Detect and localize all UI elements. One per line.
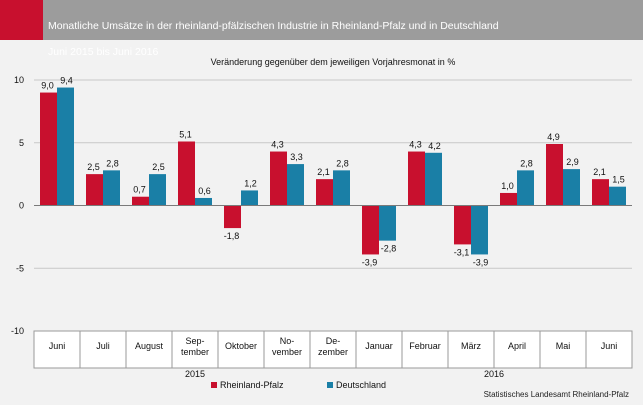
bar-deutschland (287, 164, 304, 206)
y-tick-label: 5 (19, 138, 24, 148)
bar-deutschland (241, 190, 258, 206)
bar-rheinland-pfalz (546, 144, 563, 206)
bar-rheinland-pfalz (454, 205, 471, 245)
bar-rheinland-pfalz (86, 174, 103, 206)
bar-rheinland-pfalz (224, 205, 241, 229)
x-tick-label: Februar (409, 341, 441, 351)
x-tick-label: zember (318, 347, 348, 357)
bar-deutschland (609, 186, 626, 206)
legend-label-deutschland: Deutschland (336, 380, 386, 390)
legend-label-rheinland-pfalz: Rheinland-Pfalz (220, 380, 284, 390)
data-label: 2,1 (317, 167, 330, 177)
bar-deutschland (517, 170, 534, 206)
legend-swatch-deutschland (327, 382, 333, 388)
data-label: -3,9 (362, 257, 378, 267)
x-tick-label: Juni (601, 341, 618, 351)
year-label: 2015 (185, 369, 205, 379)
chart-subtitle: Veränderung gegenüber dem jeweiligen Vor… (211, 57, 456, 67)
x-tick-label: No- (280, 336, 295, 346)
bar-deutschland (425, 152, 442, 206)
title-bar: Monatliche Umsätze in der rheinland-pfäl… (0, 0, 643, 58)
chart-title: Monatliche Umsätze in der rheinland-pfäl… (48, 7, 499, 72)
data-label: 3,3 (290, 152, 303, 162)
y-tick-label: 10 (14, 75, 24, 85)
x-tick-label: März (461, 341, 481, 351)
bar-deutschland (333, 170, 350, 206)
bar-deutschland (57, 87, 74, 206)
bar-rheinland-pfalz (408, 151, 425, 206)
data-label: 2,5 (87, 162, 100, 172)
bar-rheinland-pfalz (132, 196, 149, 206)
data-label: 4,9 (547, 132, 560, 142)
bar-rheinland-pfalz (362, 205, 379, 255)
chart-title-line-1: Monatliche Umsätze in der rheinland-pfäl… (48, 20, 499, 32)
y-tick-label: -5 (16, 263, 24, 273)
data-label: 2,8 (520, 158, 533, 168)
x-tick-label: Juni (49, 341, 66, 351)
x-tick-label: De- (326, 336, 341, 346)
x-tick-label: April (508, 341, 526, 351)
x-tick-label: vember (272, 347, 302, 357)
category-axis (33, 330, 633, 369)
data-label: 9,0 (41, 81, 54, 91)
x-tick-label: August (135, 341, 164, 351)
bar-deutschland (149, 174, 166, 206)
bar-deutschland (103, 170, 120, 206)
x-tick-label: Sep- (185, 336, 204, 346)
bar-deutschland (379, 205, 396, 241)
source-note: Statistisches Landesamt Rheinland-Pfalz (483, 390, 629, 399)
x-tick-label: Januar (365, 341, 393, 351)
data-label: -3,9 (473, 257, 489, 267)
data-label: -2,8 (381, 244, 397, 254)
x-tick-label: tember (181, 347, 209, 357)
title-accent (0, 0, 43, 40)
data-label: 1,2 (244, 178, 257, 188)
bar-rheinland-pfalz (40, 92, 57, 206)
data-label: 2,8 (336, 158, 349, 168)
data-label: 9,4 (60, 76, 73, 86)
year-label: 2016 (484, 369, 504, 379)
bar-deutschland (563, 169, 580, 206)
y-tick-label: 0 (19, 201, 24, 211)
y-tick-label: -10 (11, 326, 24, 336)
data-label: 4,3 (271, 140, 284, 150)
bar-rheinland-pfalz (500, 192, 517, 206)
data-label: 2,9 (566, 157, 579, 167)
data-label: 0,7 (133, 185, 146, 195)
bar-rheinland-pfalz (316, 179, 333, 206)
bar-rheinland-pfalz (270, 151, 287, 206)
data-label: 2,5 (152, 162, 165, 172)
data-label: 5,1 (179, 129, 192, 139)
data-label: 0,6 (198, 186, 211, 196)
bar-rheinland-pfalz (592, 179, 609, 206)
data-label: 2,8 (106, 158, 119, 168)
bar-deutschland (195, 197, 212, 206)
data-label: 1,5 (612, 175, 625, 185)
data-label: 1,0 (501, 181, 514, 191)
bar-deutschland (471, 205, 488, 255)
bar-rheinland-pfalz (178, 141, 195, 206)
x-tick-label: Juli (96, 341, 110, 351)
data-label: 4,2 (428, 141, 441, 151)
x-tick-label: Mai (556, 341, 571, 351)
data-label: -3,1 (454, 247, 470, 257)
data-label: -1,8 (224, 231, 240, 241)
chart-title-line-2: Juni 2015 bis Juni 2016 (48, 46, 159, 58)
data-label: 4,3 (409, 140, 422, 150)
data-label: 2,1 (593, 167, 606, 177)
legend-swatch-rheinland-pfalz (211, 382, 217, 388)
x-tick-label: Oktober (225, 341, 257, 351)
